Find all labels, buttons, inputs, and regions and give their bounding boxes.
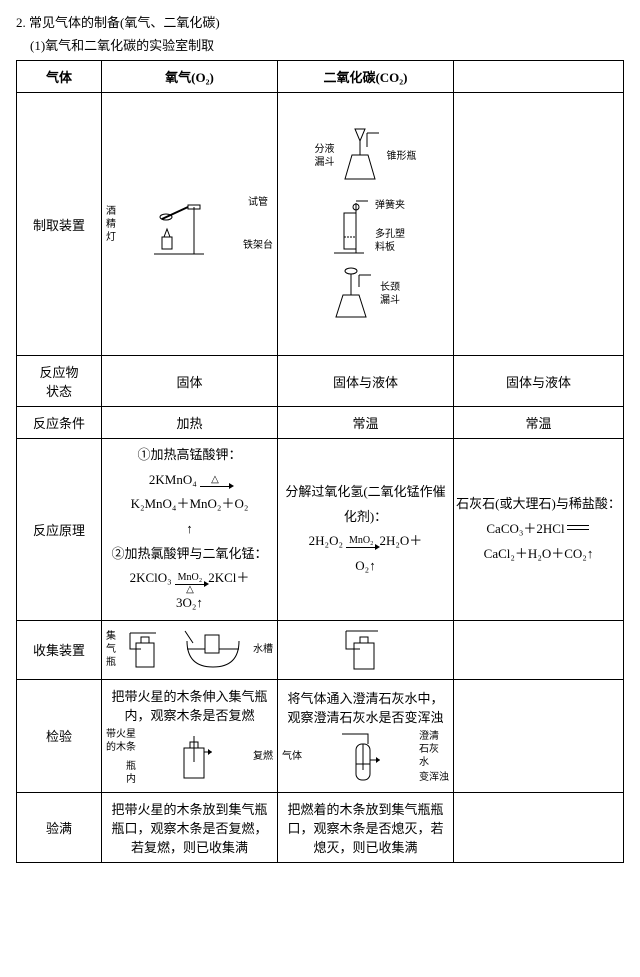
section-title: 2. 常见气体的制备(氧气、二氧化碳) — [16, 12, 624, 31]
gas-bottle-icon — [340, 627, 390, 673]
collect-o2: 集 气 瓶 水槽 — [101, 620, 277, 679]
cond-c3: 常温 — [454, 407, 624, 439]
header-co2: 二氧化碳(CO₂) — [277, 61, 453, 93]
collect-co2 — [277, 620, 453, 679]
o2-apparatus-diagram: 酒 精 灯 试管 铁架台 — [106, 189, 273, 259]
header-blank — [454, 61, 624, 93]
full-o2: 把带火星的木条放到集气瓶瓶口，观察木条是否复燃，若复燃，则已收集满 — [101, 792, 277, 862]
sep-funnel-flask-icon — [337, 125, 383, 187]
row-test: 检验 把带火星的木条伸入集气瓶内，观察木条是否复燃 带火星 的木条 瓶 内 复燃 — [17, 679, 624, 792]
label-collect: 收集装置 — [17, 620, 102, 679]
state-co2: 固体与液体 — [277, 356, 453, 407]
row-reactant-state: 反应物 状态 固体 固体与液体 固体与液体 — [17, 356, 624, 407]
section-subtitle: (1)氧气和二氧化碳的实验室制取 — [30, 35, 624, 54]
title-text: 常见气体的制备(氧气、二氧化碳) — [29, 15, 220, 30]
full-co2: 把燃着的木条放到集气瓶瓶口，观察木条是否熄灭，若熄灭，则已收集满 — [277, 792, 453, 862]
test-o2: 把带火星的木条伸入集气瓶内，观察木条是否复燃 带火星 的木条 瓶 内 复燃 — [101, 679, 277, 792]
label-reactant-state: 反应物 状态 — [17, 356, 102, 407]
row-conditions: 反应条件 加热 常温 常温 — [17, 407, 624, 439]
row-full: 验满 把带火星的木条放到集气瓶瓶口，观察木条是否复燃，若复燃，则已收集满 把燃着… — [17, 792, 624, 862]
principle-o2: ①加热高锰酸钾： 2KMnO₄ △ K₂MnO₄＋MnO₂＋O₂ ↑ ②加热氯酸… — [101, 439, 277, 621]
state-c3: 固体与液体 — [454, 356, 624, 407]
principle-c3: 石灰石(或大理石)与稀盐酸： CaCO₃＋2HCl CaCl₂＋H₂O＋CO₂↑ — [454, 439, 624, 621]
label-full: 验满 — [17, 792, 102, 862]
header-row: 气体 氧气(O₂) 二氧化碳(CO₂) — [17, 61, 624, 93]
title-number: 2. — [16, 15, 26, 30]
splint-bottle-icon — [174, 732, 214, 782]
label-conditions: 反应条件 — [17, 407, 102, 439]
gas-prep-table: 气体 氧气(O₂) 二氧化碳(CO₂) 制取装置 酒 精 灯 试管 — [16, 60, 624, 863]
label-test: 检验 — [17, 679, 102, 792]
long-funnel-flask-icon — [331, 265, 377, 323]
label-apparatus: 制取装置 — [17, 93, 102, 356]
principle-co2: 分解过氧化氢(二氧化锰作催化剂)： 2H₂O₂ MnO₂ 2H₂O＋ O₂↑ — [277, 439, 453, 621]
test-blank — [454, 679, 624, 792]
collect-blank — [454, 620, 624, 679]
gas-bottle-icon — [126, 629, 166, 671]
water-trough-icon — [183, 629, 243, 671]
clip-tube-icon — [326, 193, 372, 259]
apparatus-blank — [454, 93, 624, 356]
limewater-tube-icon — [338, 730, 382, 784]
row-collect: 收集装置 集 气 瓶 水槽 — [17, 620, 624, 679]
row-apparatus: 制取装置 酒 精 灯 试管 铁架台 — [17, 93, 624, 356]
test-co2: 将气体通入澄清石灰水中，观察澄清石灰水是否变浑浊 气体 澄清 石灰 水 变浑浊 — [277, 679, 453, 792]
row-principle: 反应原理 ①加热高锰酸钾： 2KMnO₄ △ K₂MnO₄＋MnO₂＋O₂ ↑ … — [17, 439, 624, 621]
cond-o2: 加热 — [101, 407, 277, 439]
apparatus-co2: 分液 漏斗 锥形瓶 — [277, 93, 453, 356]
full-blank — [454, 792, 624, 862]
apparatus-o2: 酒 精 灯 试管 铁架台 — [101, 93, 277, 356]
header-gas: 气体 — [17, 61, 102, 93]
label-principle: 反应原理 — [17, 439, 102, 621]
co2-apparatus-diagrams: 分液 漏斗 锥形瓶 — [282, 125, 449, 323]
header-o2: 氧气(O₂) — [101, 61, 277, 93]
heating-setup-icon — [144, 189, 214, 259]
cond-co2: 常温 — [277, 407, 453, 439]
state-o2: 固体 — [101, 356, 277, 407]
